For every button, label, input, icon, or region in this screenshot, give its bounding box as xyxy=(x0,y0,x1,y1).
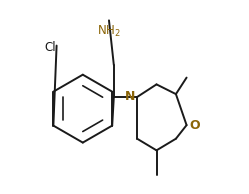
Text: O: O xyxy=(189,119,200,132)
Text: NH$_2$: NH$_2$ xyxy=(97,24,121,39)
Text: N: N xyxy=(125,89,135,103)
Text: Cl: Cl xyxy=(44,41,56,54)
